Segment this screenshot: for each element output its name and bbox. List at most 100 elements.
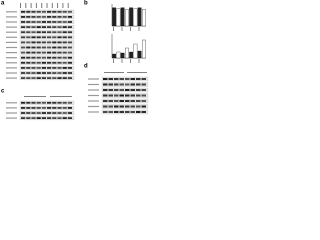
blot-band: [114, 89, 119, 91]
blot-band: [31, 107, 36, 109]
blot-band: [47, 26, 52, 28]
x-label-placeholder: [121, 59, 123, 63]
row-label-placeholder: [6, 67, 17, 69]
group-line: [104, 72, 124, 73]
blot-band: [57, 16, 62, 18]
blot-band: [26, 16, 31, 18]
bar: [137, 50, 142, 59]
blot-band: [41, 117, 46, 119]
blot-band: [62, 107, 67, 109]
blot-band: [130, 94, 135, 97]
blot-band: [26, 36, 31, 39]
blot-band: [62, 46, 67, 49]
blot-band: [57, 26, 62, 28]
blot-band: [141, 100, 146, 102]
blot-band: [31, 46, 36, 49]
row-label-placeholder: [6, 117, 17, 119]
blot-band: [57, 41, 62, 44]
blot-band: [130, 78, 135, 80]
lane-mark: [51, 3, 53, 8]
blot-band: [21, 67, 26, 69]
row-label-placeholder: [88, 89, 99, 91]
blot-band: [119, 83, 124, 86]
blot-band: [125, 105, 130, 108]
x-label-placeholder: [130, 59, 131, 63]
blot-band: [31, 61, 36, 64]
blot-band: [125, 111, 130, 113]
blot-band: [130, 100, 135, 102]
blot-band: [62, 101, 67, 104]
blot-band: [52, 101, 57, 104]
lane-mark: [62, 3, 64, 8]
blot-band: [31, 72, 36, 74]
blot-band: [41, 56, 46, 59]
row-label-placeholder: [6, 112, 17, 114]
blot-band: [62, 31, 67, 34]
row-label-placeholder: [6, 21, 17, 23]
blot-band: [52, 117, 57, 119]
blot-band: [26, 77, 31, 79]
blot-band: [119, 78, 124, 80]
blot-band: [21, 77, 26, 79]
blot-band: [136, 89, 141, 91]
blot-band: [67, 67, 72, 69]
blot-band: [26, 21, 31, 23]
blot-band: [47, 112, 52, 114]
blot-band: [26, 61, 31, 64]
blot-band: [141, 83, 146, 86]
blot-band: [36, 77, 41, 79]
blot-band: [21, 41, 26, 44]
lane-mark: [41, 3, 43, 8]
blot-band: [141, 89, 146, 91]
panel-label: d: [84, 64, 88, 70]
row-label-placeholder: [6, 72, 17, 74]
blot-band: [41, 67, 46, 69]
blot-band: [52, 77, 57, 79]
blot-band: [136, 94, 141, 97]
blot-band: [47, 101, 52, 104]
blot-band: [41, 36, 46, 39]
blot-band: [67, 10, 72, 13]
blot-band: [26, 117, 31, 119]
blot-band: [41, 16, 46, 18]
blot-band: [26, 31, 31, 34]
blot-band: [108, 83, 113, 86]
blot-band: [57, 117, 62, 119]
blot-band: [67, 117, 72, 119]
blot-band: [31, 67, 36, 69]
blot-band: [114, 78, 119, 80]
bar: [120, 7, 125, 27]
blot-band: [119, 89, 124, 91]
blot-band: [26, 41, 31, 44]
blot-band: [47, 41, 52, 44]
blot-band: [21, 36, 26, 39]
bar: [116, 51, 121, 59]
bar: [120, 52, 125, 59]
row-label-placeholder: [88, 111, 99, 113]
blot-band: [103, 111, 108, 113]
blot-band: [141, 94, 146, 97]
blot-band: [125, 94, 130, 97]
blot-band: [130, 105, 135, 108]
bar: [125, 47, 129, 59]
row-label-placeholder: [88, 105, 99, 108]
blot-band: [57, 21, 62, 23]
blot-band: [47, 51, 52, 54]
blot-band: [52, 67, 57, 69]
blot-band: [31, 56, 36, 59]
bar: [112, 7, 117, 27]
blot-band: [36, 31, 41, 34]
blot-band: [36, 61, 41, 64]
blot-band: [136, 100, 141, 102]
blot-band: [141, 111, 146, 113]
blot-band: [67, 21, 72, 23]
blot-band: [21, 101, 26, 104]
blot-band: [47, 67, 52, 69]
blot-band: [57, 10, 62, 13]
blot-band: [108, 111, 113, 113]
blot-band: [119, 94, 124, 97]
blot-band: [108, 94, 113, 97]
blot-band: [114, 94, 119, 97]
blot-band: [52, 56, 57, 59]
blot-band: [62, 16, 67, 18]
